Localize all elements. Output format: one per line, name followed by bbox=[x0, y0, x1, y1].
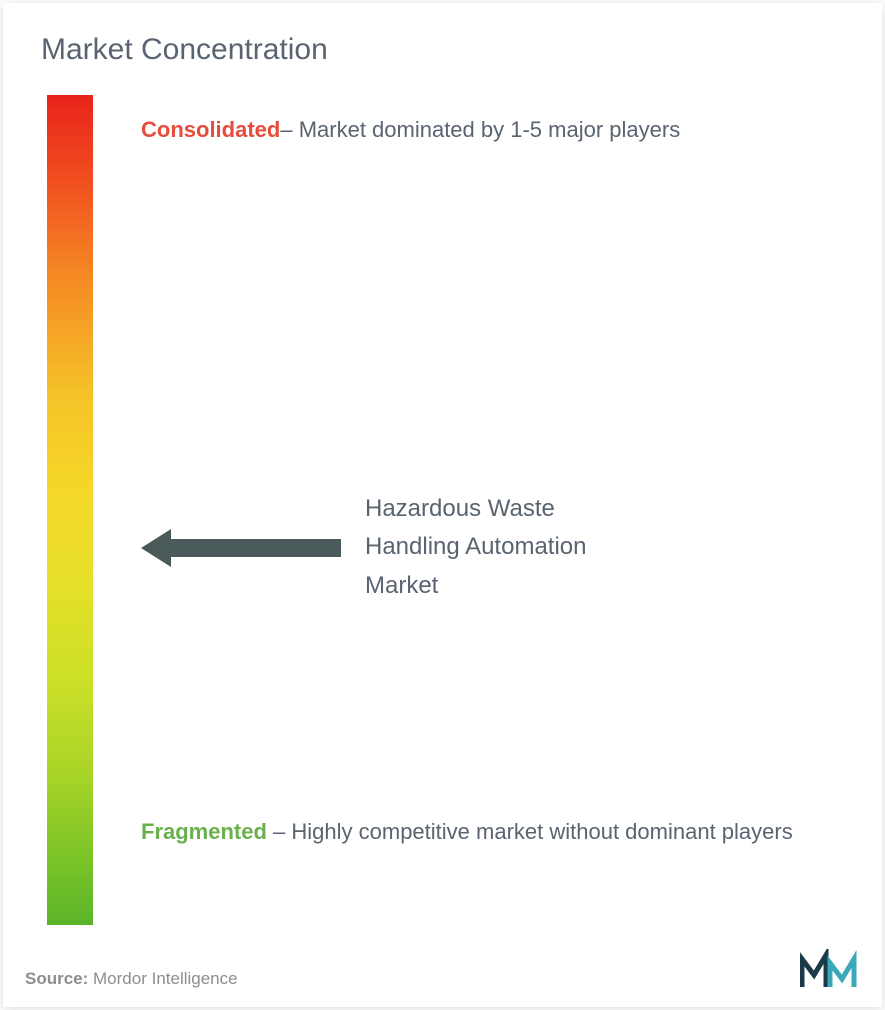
fragmented-description: – Highly competitive market without domi… bbox=[267, 819, 793, 844]
fragmented-annotation: Fragmented – Highly competitive market w… bbox=[141, 807, 824, 858]
consolidated-annotation: Consolidated– Market dominated by 1-5 ma… bbox=[141, 105, 824, 156]
arrow-left-icon bbox=[141, 523, 341, 573]
source-text: Mordor Intelligence bbox=[88, 969, 237, 988]
source-attribution: Source: Mordor Intelligence bbox=[25, 969, 238, 989]
concentration-gradient-bar bbox=[47, 95, 93, 925]
mordor-logo-icon bbox=[800, 949, 860, 989]
infographic-card: Market Concentration Con bbox=[3, 3, 882, 1007]
source-label: Source: bbox=[25, 969, 88, 988]
fragmented-label: Fragmented bbox=[141, 819, 267, 844]
footer: Source: Mordor Intelligence bbox=[25, 949, 860, 989]
content-area: Consolidated– Market dominated by 1-5 ma… bbox=[41, 95, 844, 925]
market-name-label: Hazardous Waste Handling Automation Mark… bbox=[365, 490, 645, 605]
consolidated-description: – Market dominated by 1-5 major players bbox=[280, 117, 680, 142]
consolidated-label: Consolidated bbox=[141, 117, 280, 142]
page-title: Market Concentration bbox=[41, 33, 844, 67]
market-pointer: Hazardous Waste Handling Automation Mark… bbox=[141, 490, 645, 605]
